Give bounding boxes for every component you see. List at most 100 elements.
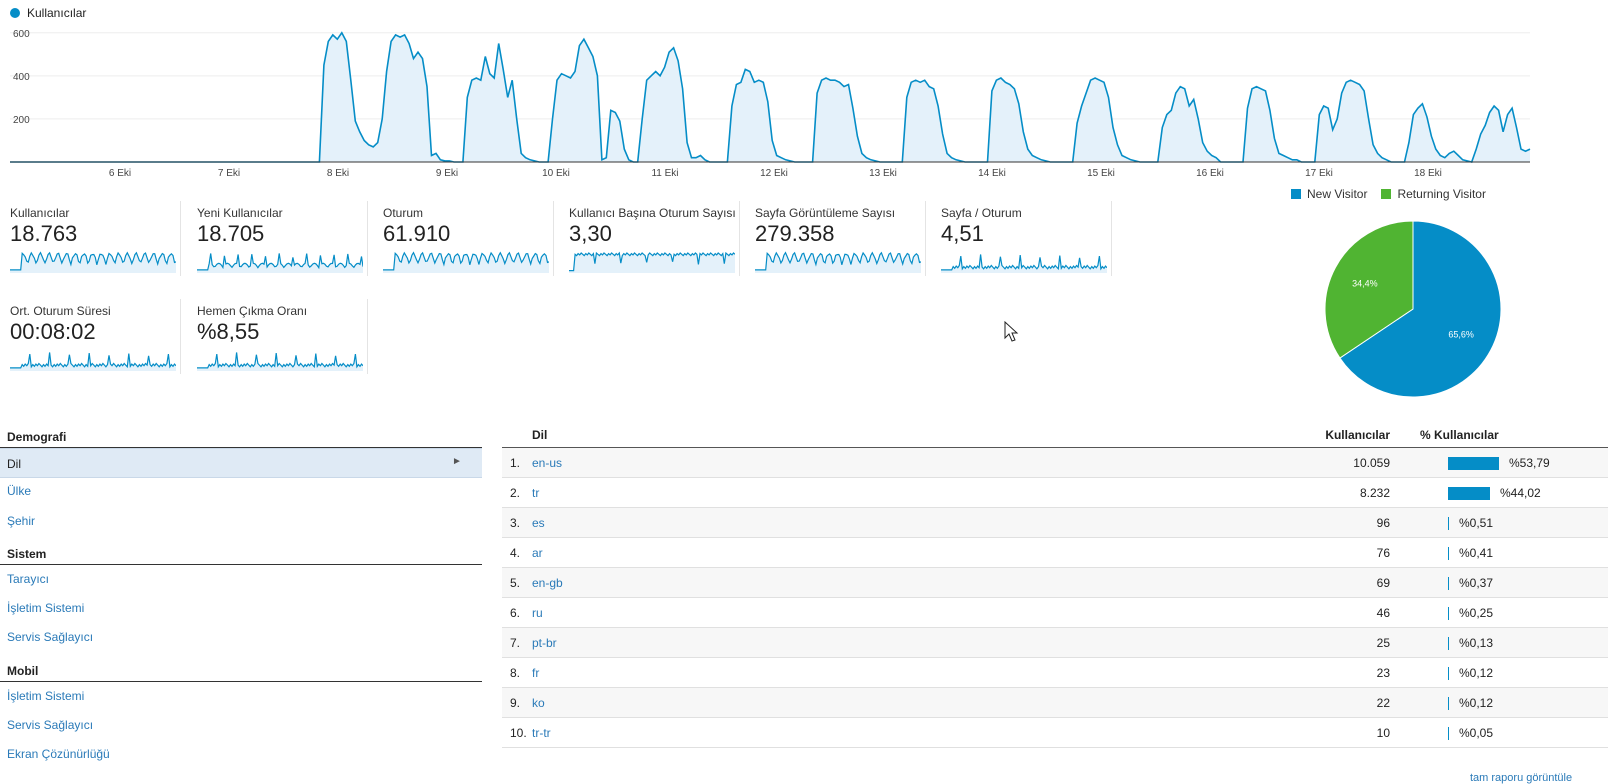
table-row[interactable]: 2. tr 8.232 %44,02 [502, 478, 1608, 508]
row-language-link[interactable]: en-us [532, 456, 563, 470]
column-header-users[interactable]: Kullanıcılar [1325, 428, 1390, 442]
row-language-link[interactable]: pt-br [532, 636, 557, 650]
metric-new-users[interactable]: Yeni Kullanıcılar 18.705 [187, 201, 368, 276]
x-tick-label: 7 Eki [218, 168, 240, 179]
table-row[interactable]: 10. tr-tr 10 %0,05 [502, 718, 1608, 748]
x-tick-label: 8 Eki [327, 168, 349, 179]
metric-sparkline [383, 251, 549, 273]
metric-label: Kullanıcılar [10, 206, 70, 220]
metric-sessions-per-user[interactable]: Kullanıcı Başına Oturum Sayısı 3,30 [559, 201, 740, 276]
sparkline-line [10, 251, 176, 271]
row-pct: %0,12 [1459, 696, 1494, 710]
row-share-bar [1448, 457, 1499, 470]
nav-item-tarayici[interactable]: Tarayıcı [7, 572, 50, 586]
metric-sparkline [197, 352, 363, 371]
nav-item-isletim-sistemi[interactable]: İşletim Sistemi [7, 601, 85, 615]
table-row[interactable]: 7. pt-br 25 %0,13 [502, 628, 1608, 658]
row-pct: %0,37 [1459, 576, 1494, 590]
row-language-link[interactable]: ru [532, 606, 543, 620]
row-language-link[interactable]: tr [532, 486, 540, 500]
row-share-bar [1448, 487, 1490, 500]
row-users: 25 [1376, 636, 1390, 650]
x-tick-label: 17 Eki [1305, 168, 1333, 179]
x-tick-label: 16 Eki [1196, 168, 1224, 179]
row-pct: %44,02 [1500, 486, 1541, 500]
metric-avg-session-duration[interactable]: Ort. Oturum Süresi 00:08:02 [0, 299, 181, 374]
nav-item-mobil-isletim-sistemi[interactable]: İşletim Sistemi [7, 689, 85, 703]
y-tick-label: 200 [13, 115, 30, 126]
row-index: 5. [510, 576, 521, 590]
nav-item-label: Dil [7, 457, 21, 471]
metric-label: Sayfa Görüntüleme Sayısı [755, 206, 896, 220]
nav-item-mobil-servis-saglayici[interactable]: Servis Sağlayıcı [7, 718, 94, 732]
row-language-link[interactable]: tr-tr [532, 726, 551, 740]
metric-bounce-rate[interactable]: Hemen Çıkma Oranı %8,55 [187, 299, 368, 374]
row-language-link[interactable]: es [532, 516, 545, 530]
row-share-bar [1448, 547, 1449, 560]
row-share-bar [1448, 697, 1449, 710]
full-report-link[interactable]: tam raporu görüntüle [1470, 772, 1573, 784]
metric-label: Kullanıcı Başına Oturum Sayısı [569, 206, 736, 220]
sparkline-area [10, 352, 176, 371]
table-row[interactable]: 9. ko 22 %0,12 [502, 688, 1608, 718]
row-language-link[interactable]: fr [532, 666, 540, 680]
x-tick-label: 13 Eki [869, 168, 897, 179]
metric-pageviews[interactable]: Sayfa Görüntüleme Sayısı 279.358 [745, 201, 926, 276]
nav-divider [0, 681, 482, 682]
row-share-bar [1448, 637, 1449, 650]
pie-slice [1339, 220, 1502, 398]
metric-label: Sayfa / Oturum [941, 206, 1022, 220]
row-users: 46 [1376, 606, 1390, 620]
metric-label: Yeni Kullanıcılar [197, 206, 283, 220]
nav-item-sehir[interactable]: Şehir [7, 514, 36, 528]
column-header-pct-users[interactable]: % Kullanıcılar [1420, 428, 1499, 442]
metric-users[interactable]: Kullanıcılar 18.763 [0, 201, 181, 276]
mouse-cursor-icon [1004, 321, 1019, 342]
metric-value: 18.705 [197, 221, 265, 246]
row-language-link[interactable]: en-gb [532, 576, 563, 590]
table-row[interactable]: 5. en-gb 69 %0,37 [502, 568, 1608, 598]
metric-value: %8,55 [197, 319, 260, 344]
column-header-dil[interactable]: Dil [532, 428, 548, 442]
row-language-link[interactable]: ar [532, 546, 543, 560]
nav-item-ulke[interactable]: Ülke [7, 484, 32, 498]
row-language-link[interactable]: ko [532, 696, 545, 710]
row-users: 10.059 [1353, 456, 1390, 470]
pie-legend: New Visitor Returning Visitor [1291, 187, 1486, 201]
nav-item-dil[interactable]: Dil ► [0, 448, 482, 478]
row-pct: %0,51 [1459, 516, 1494, 530]
nav-item-ekran-cozunurlugu[interactable]: Ekran Çözünürlüğü [7, 747, 110, 761]
metric-sparkline [569, 251, 735, 273]
table-row[interactable]: 8. fr 23 %0,12 [502, 658, 1608, 688]
x-tick-label: 18 Eki [1414, 168, 1442, 179]
metric-value: 279.358 [755, 221, 835, 246]
metric-label: Ort. Oturum Süresi [10, 304, 111, 318]
x-tick-label: 14 Eki [978, 168, 1006, 179]
new-visitor-swatch-icon [1291, 189, 1301, 199]
row-share-bar [1448, 667, 1449, 680]
metric-value: 61.910 [383, 221, 451, 246]
sparkline-line [569, 251, 735, 272]
sparkline-area [941, 254, 1107, 273]
row-index: 4. [510, 546, 521, 560]
metric-pages-per-session[interactable]: Sayfa / Oturum 4,51 [931, 201, 1112, 276]
row-pct: %0,05 [1459, 726, 1494, 740]
table-row[interactable]: 4. ar 76 %0,41 [502, 538, 1608, 568]
metric-sessions[interactable]: Oturum 61.910 [373, 201, 554, 276]
x-tick-label: 10 Eki [542, 168, 570, 179]
nav-divider [0, 447, 482, 448]
metric-value: 4,51 [941, 221, 984, 246]
sparkline-line [941, 254, 1107, 271]
y-tick-label: 600 [13, 29, 30, 40]
pie-slice-label: 65,6% [1448, 330, 1474, 340]
table-row[interactable]: 1. en-us 10.059 %53,79 [502, 448, 1608, 478]
table-row[interactable]: 6. ru 46 %0,25 [502, 598, 1608, 628]
legend-returning-visitor: Returning Visitor [1397, 187, 1486, 201]
sparkline-line [755, 251, 921, 271]
x-tick-label: 6 Eki [109, 168, 131, 179]
table-row[interactable]: 3. es 96 %0,51 [502, 508, 1608, 538]
metric-sparkline [755, 251, 921, 273]
x-tick-label: 12 Eki [760, 168, 788, 179]
row-users: 96 [1376, 516, 1390, 530]
nav-item-servis-saglayici[interactable]: Servis Sağlayıcı [7, 630, 94, 644]
